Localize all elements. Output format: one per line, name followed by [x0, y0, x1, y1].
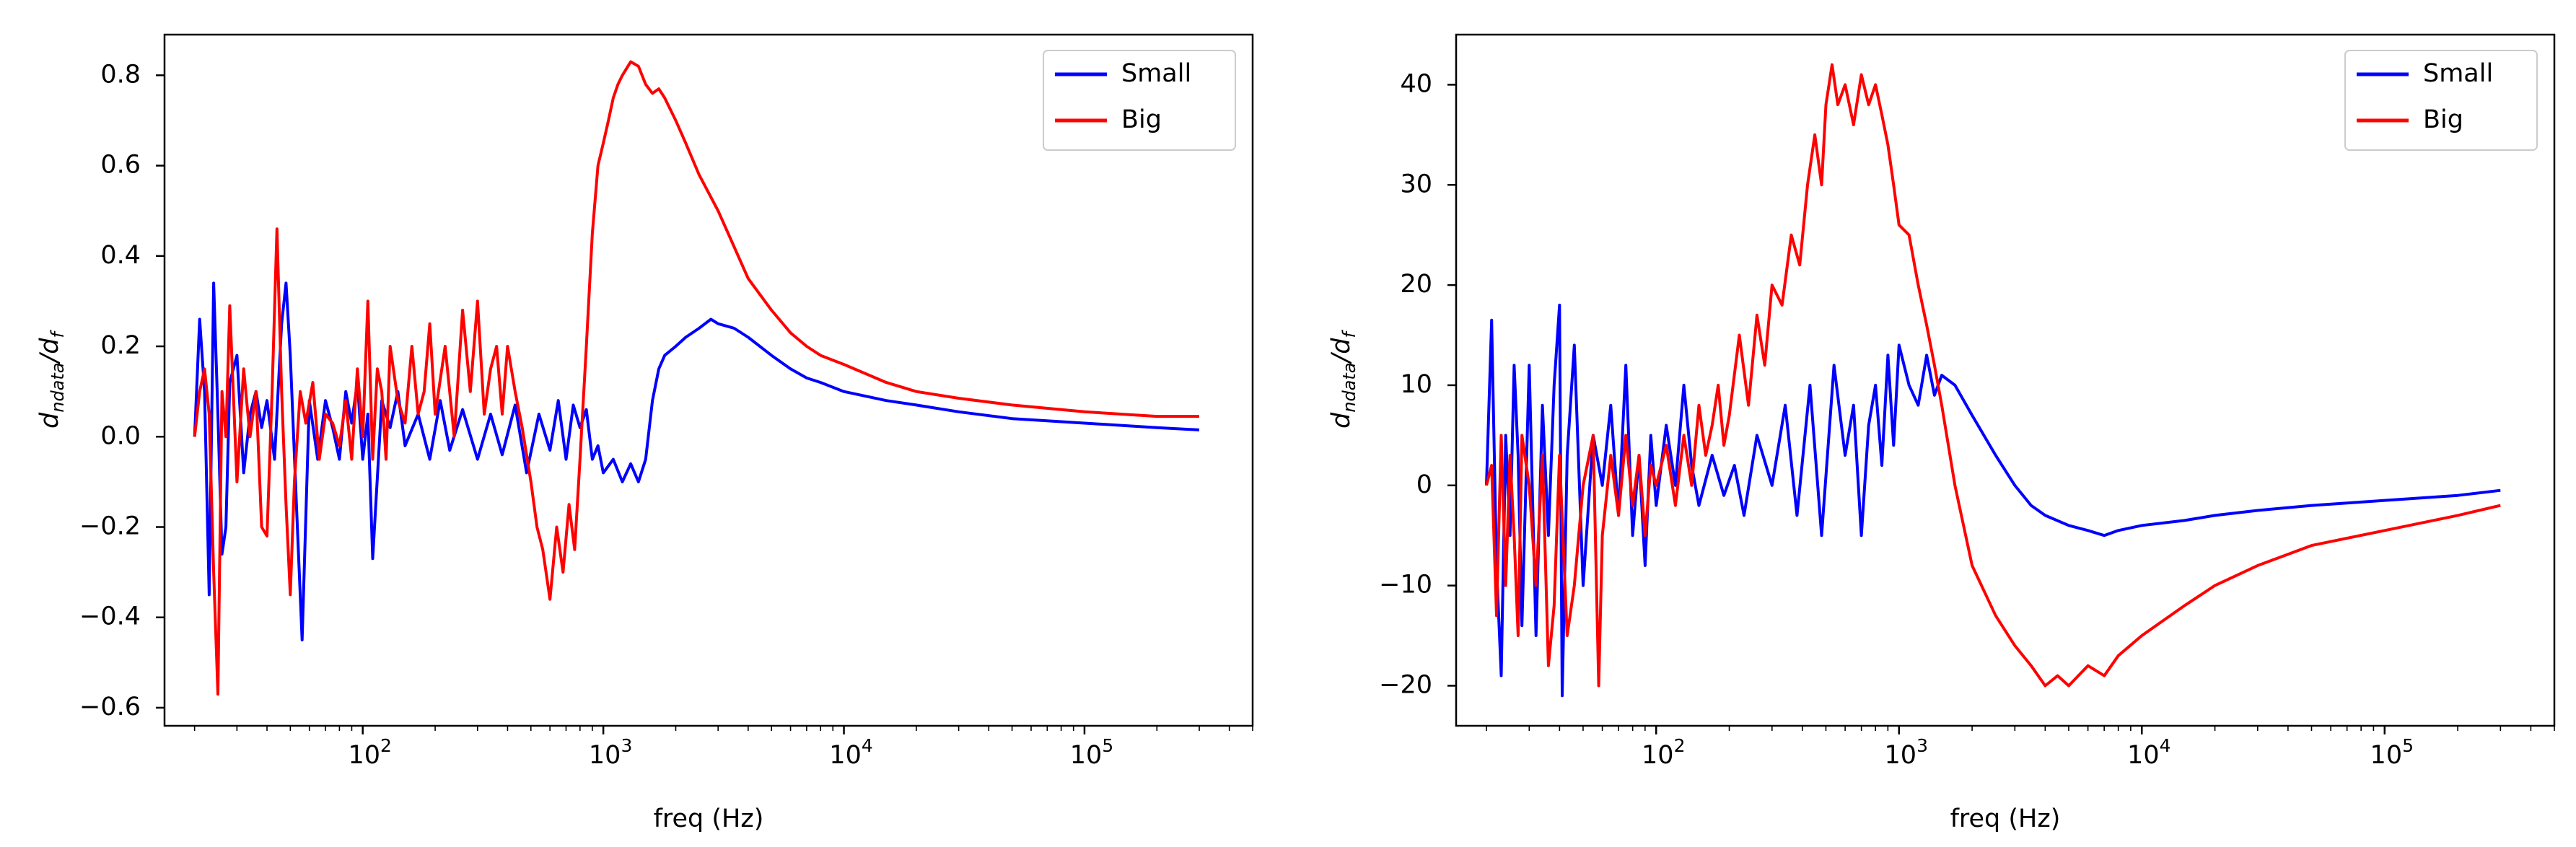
left-legend-big-label: Big — [1121, 105, 1162, 134]
right-y-axis-label: dndata/df — [1327, 329, 1359, 429]
right-ytick-label-20: 20 — [1400, 270, 1432, 299]
right-series-small-line — [1485, 303, 2501, 698]
left-xtick-label-1e4: 104 — [829, 735, 872, 770]
right-ytick-label-40: 40 — [1400, 69, 1432, 98]
right-ytick-label-n10: −10 — [1379, 571, 1432, 600]
left-series-small-line — [193, 281, 1200, 641]
left-x-ticks — [193, 726, 1253, 734]
left-y-axis-label: dndata/df — [35, 329, 68, 429]
right-legend: Small Big — [2344, 50, 2538, 151]
right-x-ticks — [1486, 726, 2555, 734]
left-ytick-label-0.0: 0.0 — [100, 421, 141, 450]
right-xtick-label-1e2: 102 — [1642, 735, 1685, 770]
chart-left: −0.6 −0.4 −0.2 0.0 0.2 0.4 0.6 0.8 102 1… — [35, 33, 1254, 833]
right-xtick-label-1e5: 105 — [2370, 735, 2414, 770]
left-legend: Small Big — [1043, 50, 1236, 151]
left-ytick-label-0.4: 0.4 — [100, 241, 141, 270]
right-series-big-line — [1485, 63, 2501, 688]
left-xtick-label-1e5: 105 — [1070, 735, 1113, 770]
right-ytick-label-n20: −20 — [1379, 670, 1432, 699]
right-xtick-label-1e4: 104 — [2127, 735, 2170, 770]
left-xtick-label-1e2: 102 — [348, 735, 391, 770]
left-x-axis-label: freq (Hz) — [654, 804, 764, 833]
right-ytick-label-10: 10 — [1400, 370, 1432, 399]
right-xtick-label-1e3: 103 — [1885, 735, 1928, 770]
left-ytick-label-n0.4: −0.4 — [79, 602, 141, 631]
right-legend-big-label: Big — [2423, 105, 2463, 134]
left-y-tick-labels: −0.6 −0.4 −0.2 0.0 0.2 0.4 0.6 0.8 — [79, 60, 141, 721]
right-x-tick-labels: 102 103 104 105 — [1642, 735, 2414, 770]
left-ytick-label-n0.2: −0.2 — [79, 512, 141, 540]
left-ytick-label-n0.6: −0.6 — [79, 693, 141, 721]
left-legend-small-label: Small — [1121, 59, 1191, 88]
right-lines — [1485, 63, 2501, 698]
left-series-big-line — [193, 60, 1199, 696]
chart-right: −20 −10 0 10 20 30 40 102 103 104 105 fr… — [1327, 33, 2556, 833]
left-xtick-label-1e3: 103 — [589, 735, 632, 770]
left-y-ticks — [156, 74, 165, 709]
right-y-tick-labels: −20 −10 0 10 20 30 40 — [1379, 69, 1432, 699]
left-ytick-label-0.2: 0.2 — [100, 331, 141, 360]
right-y-ticks — [1447, 84, 1456, 687]
left-plot-frame — [163, 33, 1254, 727]
right-ytick-label-0: 0 — [1416, 470, 1432, 499]
right-legend-small-label: Small — [2423, 59, 2493, 88]
right-ytick-label-30: 30 — [1400, 170, 1432, 198]
right-x-axis-label: freq (Hz) — [1950, 804, 2061, 833]
right-plot-frame — [1455, 33, 2556, 727]
left-x-tick-labels: 102 103 104 105 — [348, 735, 1113, 770]
left-ytick-label-0.6: 0.6 — [100, 151, 141, 180]
left-ytick-label-0.8: 0.8 — [100, 60, 141, 89]
left-lines — [193, 60, 1200, 696]
